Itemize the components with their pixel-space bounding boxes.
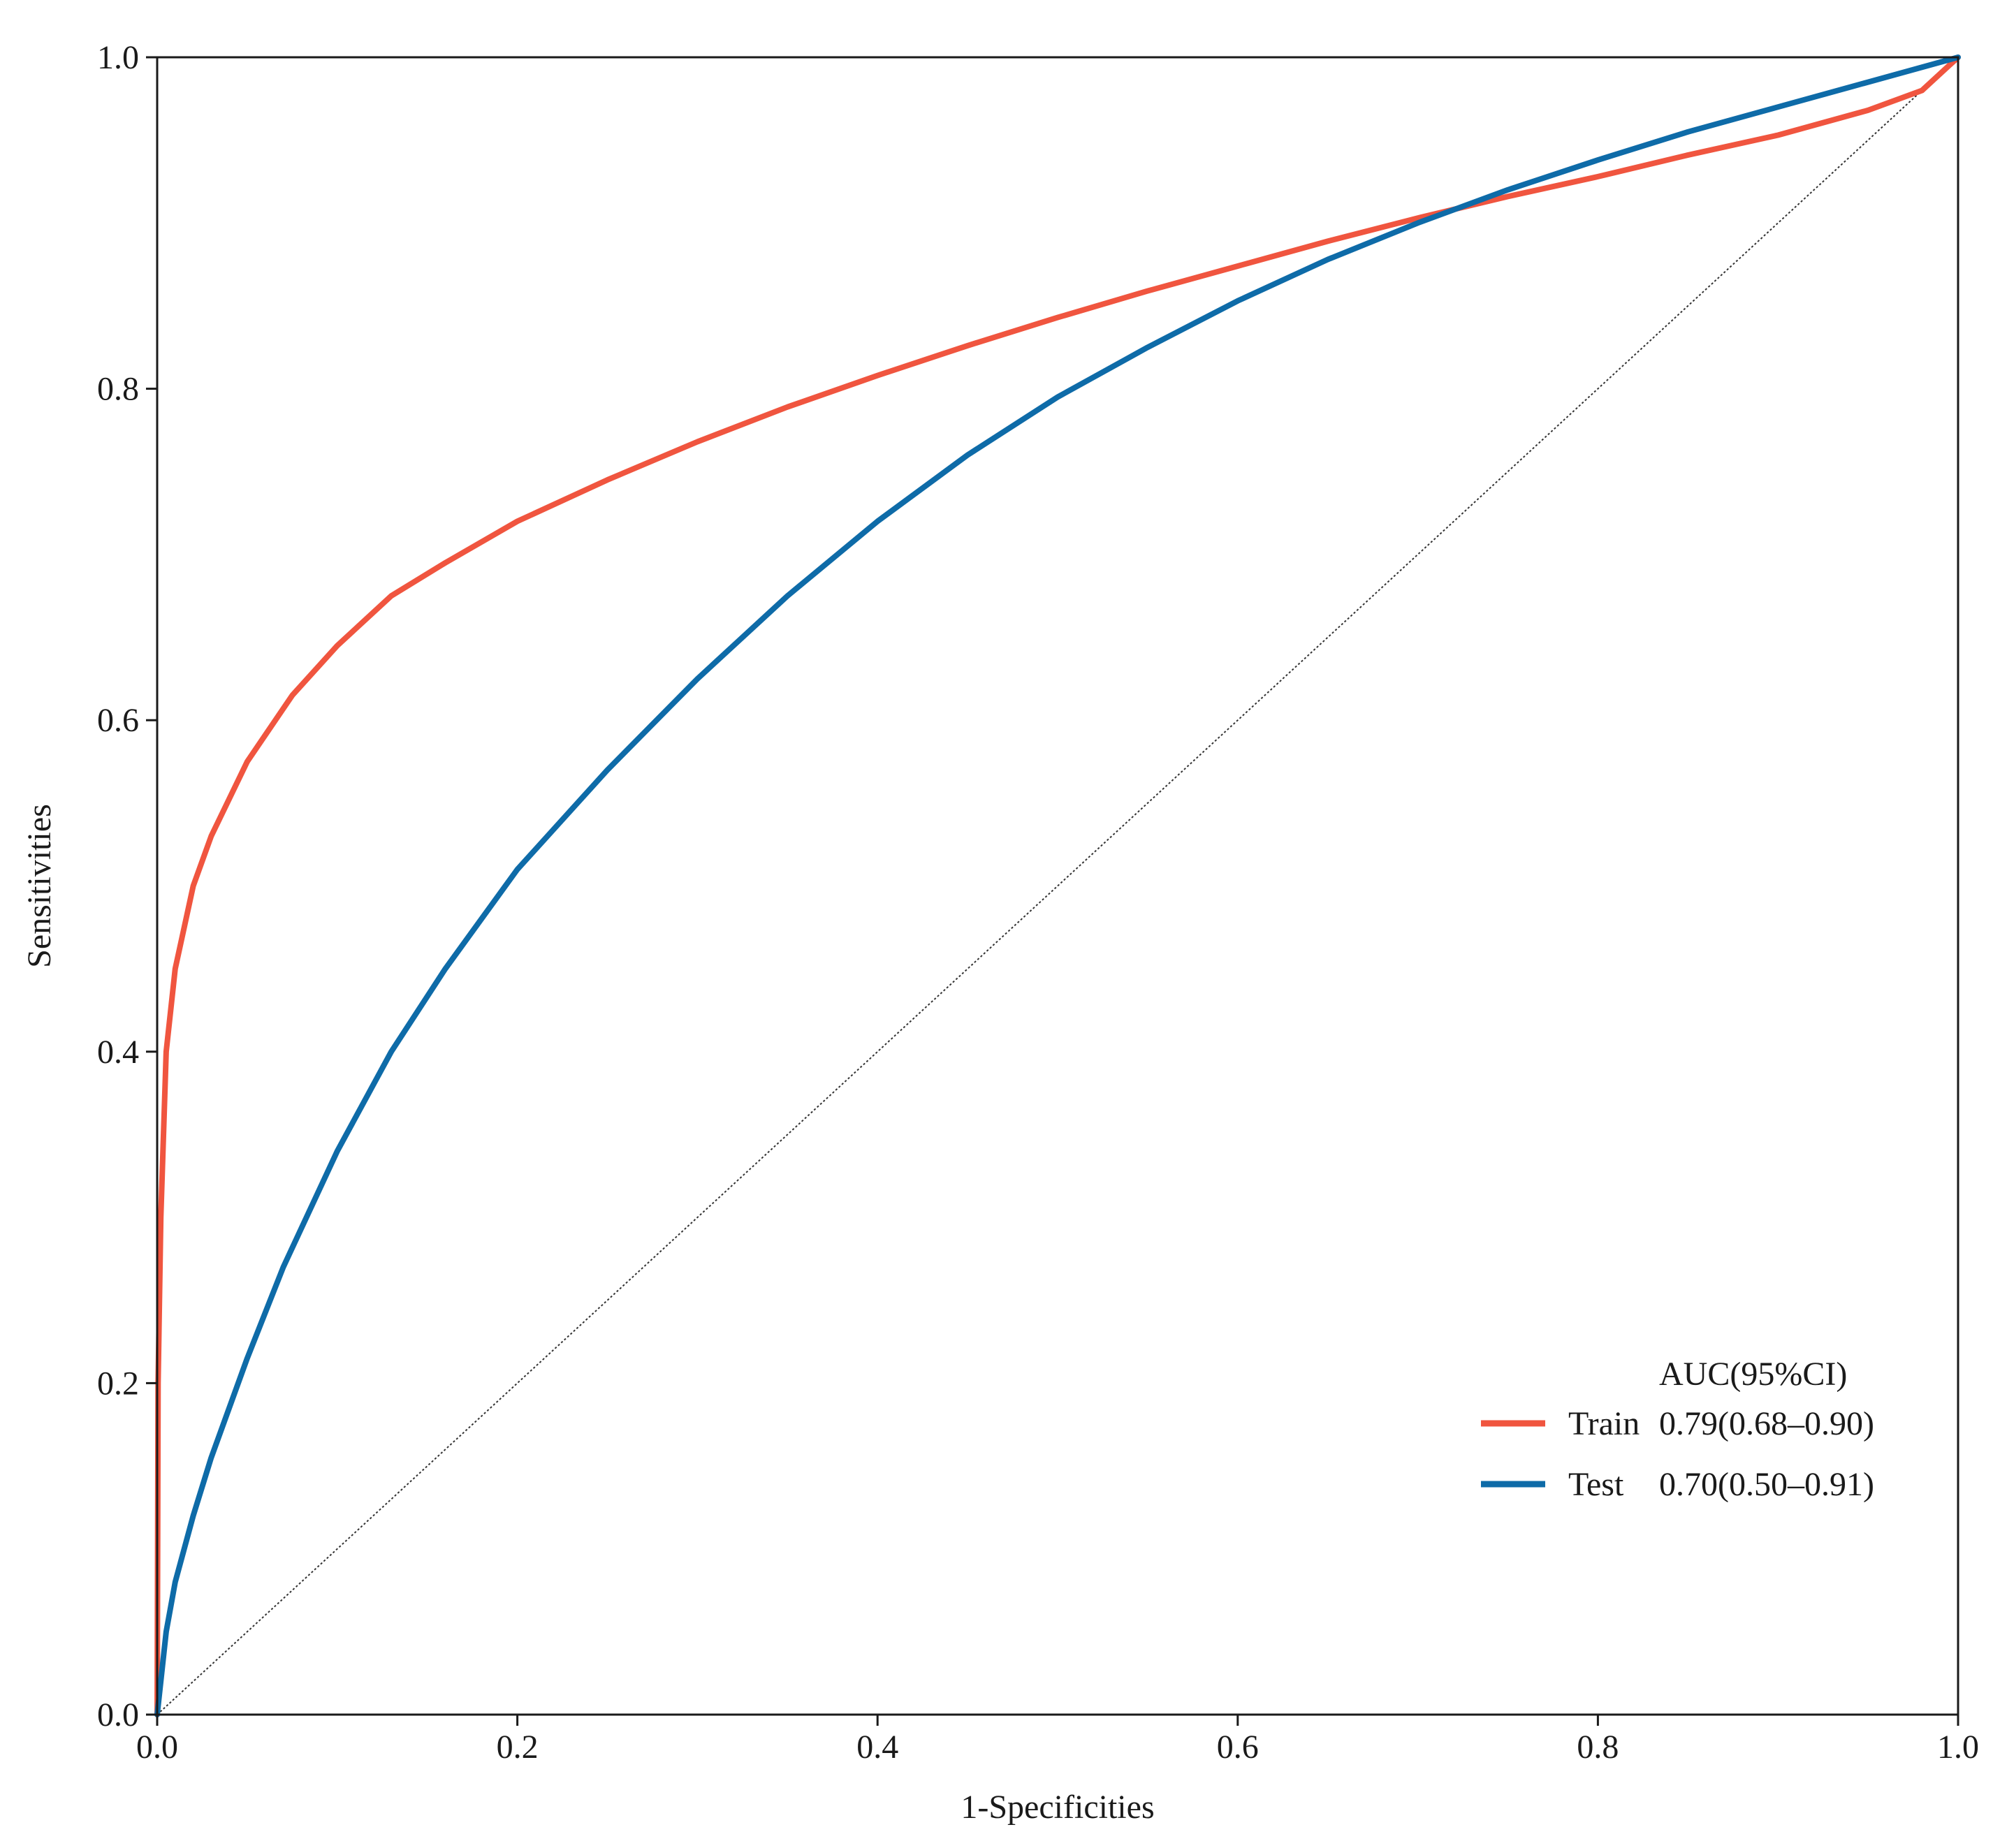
reference-diagonal-line — [156, 57, 1959, 1715]
legend: AUC(95%CI) Train 0.79(0.68–0.90) Test 0.70(0… — [1481, 1356, 1874, 1503]
y-tick-label: 0.8 — [97, 371, 139, 408]
legend-series-name: Test — [1568, 1466, 1624, 1503]
x-tick-label: 0.8 — [1577, 1729, 1619, 1766]
plot-frame — [156, 56, 1959, 1716]
y-axis-title: Sensitivities — [21, 804, 58, 968]
x-axis-title: 1-Specificities — [961, 1789, 1154, 1826]
legend-auc-value: 0.79(0.68–0.90) — [1659, 1405, 1874, 1442]
series-line-test — [154, 54, 1961, 1717]
y-tick-label: 0.2 — [97, 1365, 139, 1402]
y-tick-label: 0.6 — [97, 702, 139, 739]
x-tick-label: 0.4 — [856, 1729, 898, 1766]
x-tick-label: 0.0 — [136, 1729, 178, 1766]
y-tick-label: 0.0 — [97, 1696, 139, 1733]
legend-series-name: Train — [1568, 1405, 1640, 1442]
legend-title: AUC(95%CI) — [1659, 1356, 1847, 1393]
y-tick-label: 0.4 — [97, 1034, 139, 1071]
x-tick-label: 0.6 — [1217, 1729, 1259, 1766]
x-tick-label: 0.2 — [497, 1729, 539, 1766]
y-tick-label: 1.0 — [97, 39, 139, 76]
x-tick-label: 1.0 — [1937, 1729, 1979, 1766]
series-line-train — [154, 54, 1961, 1717]
legend-auc-value: 0.70(0.50–0.91) — [1659, 1466, 1874, 1503]
axes: 0.0 0.2 0.4 0.6 0.8 1.0 0.0 0.2 0.4 0.6 0.8 1.0 1-Sp… — [21, 39, 1979, 1826]
plot-area — [154, 54, 1961, 1717]
